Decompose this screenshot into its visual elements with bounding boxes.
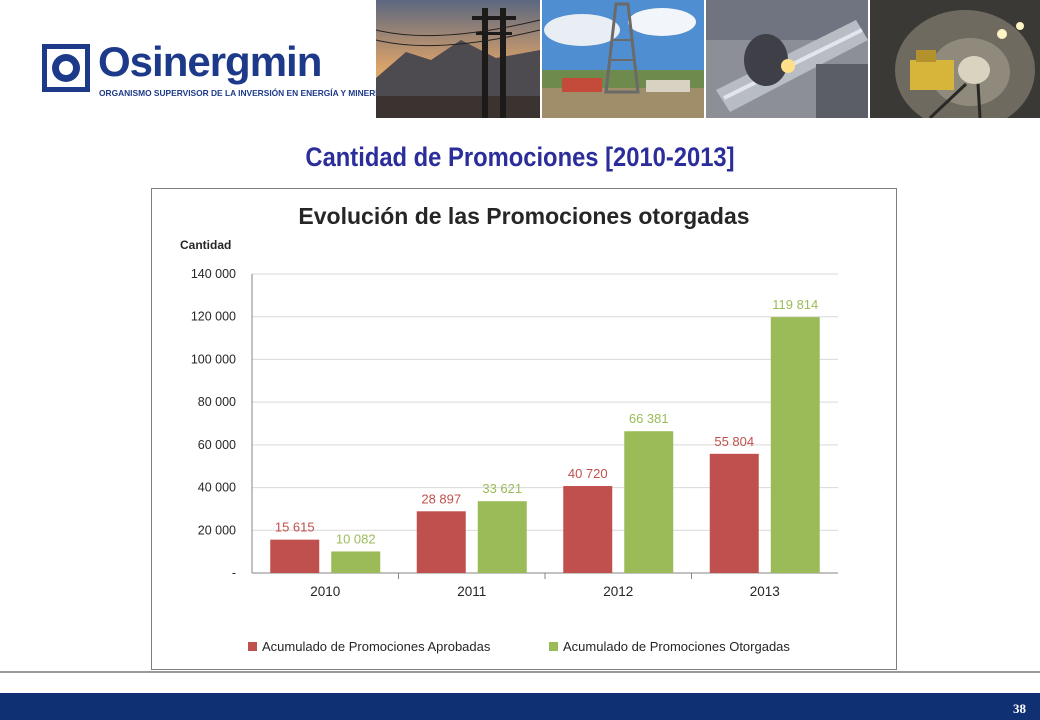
power-lines-photo <box>376 0 540 118</box>
chart-title: Evolución de las Promociones otorgadas <box>298 203 750 229</box>
footer-bar <box>0 693 1040 720</box>
page-number: 38 <box>1013 701 1026 716</box>
osinergmin-logo: Osinergmin ORGANISMO SUPERVISOR DE LA IN… <box>42 38 384 102</box>
bar-aprobadas-2011 <box>416 511 466 573</box>
data-label: 66 381 <box>629 411 669 426</box>
data-label: 55 804 <box>714 434 754 449</box>
y-tick-label: 80 000 <box>198 395 236 409</box>
y-tick-label: 20 000 <box>198 523 236 537</box>
legend-swatch <box>248 642 257 651</box>
y-tick-label: 40 000 <box>198 481 236 495</box>
oil-rig-photo <box>542 0 704 118</box>
pipeline-welding-photo <box>706 0 868 118</box>
legend-swatch <box>549 642 558 651</box>
footer-divider <box>0 671 1040 673</box>
data-label: 33 621 <box>482 481 522 496</box>
y-tick-label: 100 000 <box>191 352 236 366</box>
bar-aprobadas-2010 <box>270 539 320 573</box>
data-label: 40 720 <box>568 466 608 481</box>
legend-label: Acumulado de Promociones Aprobadas <box>262 639 491 654</box>
header-photo-strip <box>376 0 1040 118</box>
bar-chart-plot: - 20 000 40 000 60 000 80 000 100 000 120 000 1… <box>191 267 838 599</box>
legend-item: Acumulado de Promociones Otorgadas <box>549 639 790 654</box>
y-tick-label: - <box>232 566 236 580</box>
y-tick-label: 140 000 <box>191 267 236 281</box>
mining-tunnel-photo <box>870 0 1040 118</box>
data-label: 119 814 <box>772 297 818 312</box>
x-tick-label: 2011 <box>457 584 486 599</box>
bar-otorgadas-2011 <box>477 501 527 573</box>
bar-otorgadas-2012 <box>624 431 674 573</box>
legend-label: Acumulado de Promociones Otorgadas <box>563 639 790 654</box>
slide-title: Cantidad de Promociones [2010-2013] <box>305 142 735 172</box>
data-label: 10 082 <box>336 531 376 546</box>
logo-subtitle: ORGANISMO SUPERVISOR DE LA INVERSIÓN EN … <box>99 88 384 98</box>
y-tick-label: 60 000 <box>198 438 236 452</box>
y-tick-label: 120 000 <box>191 310 236 324</box>
x-tick-label: 2013 <box>750 584 780 599</box>
x-tick-label: 2012 <box>603 584 633 599</box>
legend-item: Acumulado de Promociones Aprobadas <box>248 639 490 654</box>
bar-otorgadas-2013 <box>770 317 820 573</box>
logo-mark-icon <box>42 44 90 92</box>
chart-legend: Acumulado de Promociones Aprobadas Acumul… <box>152 639 896 659</box>
logo-wordmark: Osinergmin <box>98 38 322 85</box>
data-label: 28 897 <box>421 491 461 506</box>
bar-aprobadas-2013 <box>709 453 759 573</box>
x-tick-label: 2010 <box>310 584 340 599</box>
bar-otorgadas-2010 <box>331 551 381 573</box>
data-label: 15 615 <box>275 520 315 535</box>
y-axis-label: Cantidad <box>180 238 232 252</box>
chart-container: Evolución de las Promociones otorgadas C… <box>151 188 897 670</box>
bar-aprobadas-2012 <box>563 486 613 573</box>
slide-header: Osinergmin ORGANISMO SUPERVISOR DE LA IN… <box>0 0 1040 120</box>
